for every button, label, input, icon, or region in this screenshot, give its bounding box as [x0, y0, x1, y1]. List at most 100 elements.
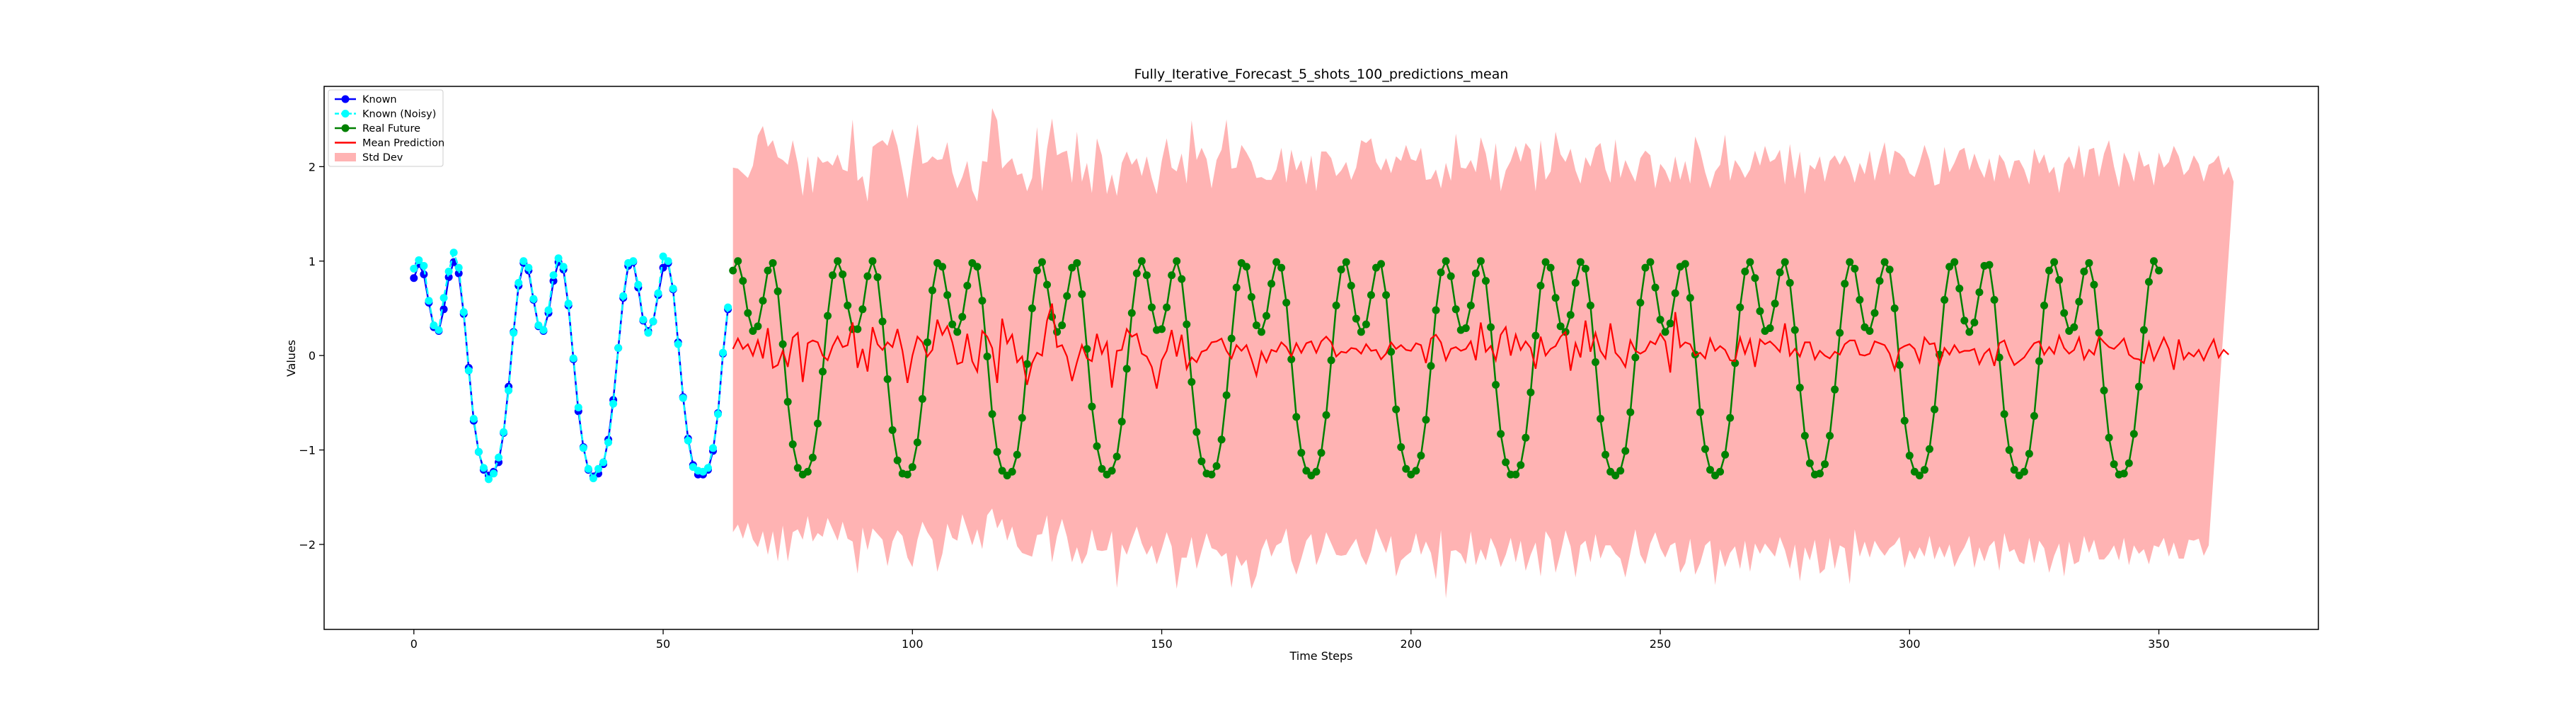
real-future-point [1776, 268, 1784, 277]
real-future-point [1163, 303, 1171, 312]
real-future-point [2105, 433, 2113, 442]
known-noisy-point [464, 367, 473, 375]
real-future-point [1427, 362, 1435, 370]
real-future-point [1681, 260, 1689, 268]
legend-label-mean-prediction: Mean Prediction [362, 138, 444, 149]
known-noisy-point [629, 257, 638, 266]
real-future-point [928, 286, 936, 295]
legend: Known Known (Noisy) Real Future Mean Predic… [328, 89, 444, 167]
known-point [420, 270, 428, 278]
real-future-point [1890, 304, 1899, 312]
known-noisy-point [609, 399, 618, 408]
real-future-point [1093, 442, 1101, 450]
real-future-point [1068, 263, 1076, 272]
real-future-point [1706, 466, 1715, 474]
known-noisy-point [500, 428, 508, 436]
known-noisy-point [614, 343, 623, 352]
real-future-point [1192, 428, 1201, 436]
real-future-point [1352, 314, 1360, 323]
real-future-point [1597, 415, 1605, 423]
real-future-point [1282, 298, 1291, 307]
real-future-point [769, 258, 777, 267]
x-tick-label: 200 [1401, 637, 1422, 651]
known-noisy-point [584, 464, 592, 473]
real-future-point [993, 447, 1001, 456]
real-future-point [1621, 447, 1630, 455]
real-future-point [1173, 257, 1181, 266]
real-future-point [1117, 418, 1126, 426]
real-future-point [1312, 467, 1321, 476]
real-future-point [1417, 452, 1425, 460]
known-noisy-point [544, 306, 553, 314]
real-future-point [1900, 416, 1909, 425]
known-noisy-point [484, 475, 493, 484]
known-noisy-point [564, 299, 573, 308]
real-future-point [1337, 266, 1345, 274]
real-future-point [749, 326, 757, 335]
real-future-point [1127, 309, 1136, 317]
real-future-point [759, 297, 767, 305]
real-future-point [1851, 264, 1859, 273]
legend-label-known-noisy: Known (Noisy) [362, 109, 436, 120]
known-noisy-point [514, 278, 523, 287]
legend-label-real-future: Real Future [362, 123, 420, 135]
real-future-point [739, 277, 747, 285]
real-future-point [1018, 413, 1026, 422]
real-future-point [1367, 291, 1375, 299]
y-tick-label: 1 [309, 255, 316, 268]
real-future-point [1895, 361, 1904, 370]
real-future-point [1751, 274, 1759, 282]
real-future-point [729, 266, 737, 275]
real-future-point [1671, 289, 1679, 297]
real-future-point [1865, 326, 1874, 335]
real-future-point [1970, 318, 1979, 326]
real-future-point [1736, 303, 1744, 312]
axes-frame [323, 86, 2319, 630]
real-future-point [1422, 416, 1430, 424]
known-noisy-point [719, 348, 728, 357]
known-noisy-point [444, 267, 453, 275]
real-future-point [1536, 281, 1545, 290]
real-future-point [1522, 433, 1530, 442]
real-future-point [893, 456, 902, 464]
known-noisy-point [469, 415, 478, 423]
real-future-point [1252, 321, 1260, 329]
x-tick-label: 0 [410, 637, 418, 651]
real-future-point [1043, 280, 1052, 289]
real-future-point [1297, 449, 1306, 457]
legend-marker-known-noisy [341, 110, 350, 118]
known-point [444, 273, 453, 281]
y-tick-label: −2 [299, 538, 316, 552]
y-tick-label: 0 [309, 349, 316, 362]
known-noisy-point [619, 292, 628, 300]
real-future-point [1611, 472, 1620, 480]
known-noisy-point [639, 315, 648, 324]
real-future-point [839, 270, 847, 278]
real-future-point [1242, 263, 1250, 271]
real-future-point [1512, 470, 1520, 479]
real-future-point [2035, 357, 2043, 365]
real-future-point [1616, 467, 1625, 475]
real-future-point [2060, 309, 2069, 317]
real-future-point [1232, 283, 1241, 292]
real-future-point [1771, 299, 1779, 308]
known-noisy-point [654, 289, 662, 297]
real-future-point [1432, 306, 1440, 314]
known-noisy-point [534, 321, 543, 329]
real-future-point [1885, 266, 1894, 274]
real-future-point [948, 320, 957, 329]
real-future-point [1726, 413, 1735, 422]
real-future-point [783, 398, 792, 406]
real-future-point [1108, 467, 1116, 475]
known-noisy-point [569, 354, 577, 362]
real-future-point [1581, 264, 1589, 273]
real-future-point [1756, 307, 1764, 315]
real-future-point [2010, 466, 2018, 474]
real-future-point [1816, 469, 1824, 478]
real-future-point [1965, 328, 1974, 336]
real-future-point [1661, 328, 1669, 336]
real-future-point [1212, 462, 1221, 470]
known-noisy-point [435, 326, 443, 334]
y-tick-label: −1 [299, 444, 316, 457]
